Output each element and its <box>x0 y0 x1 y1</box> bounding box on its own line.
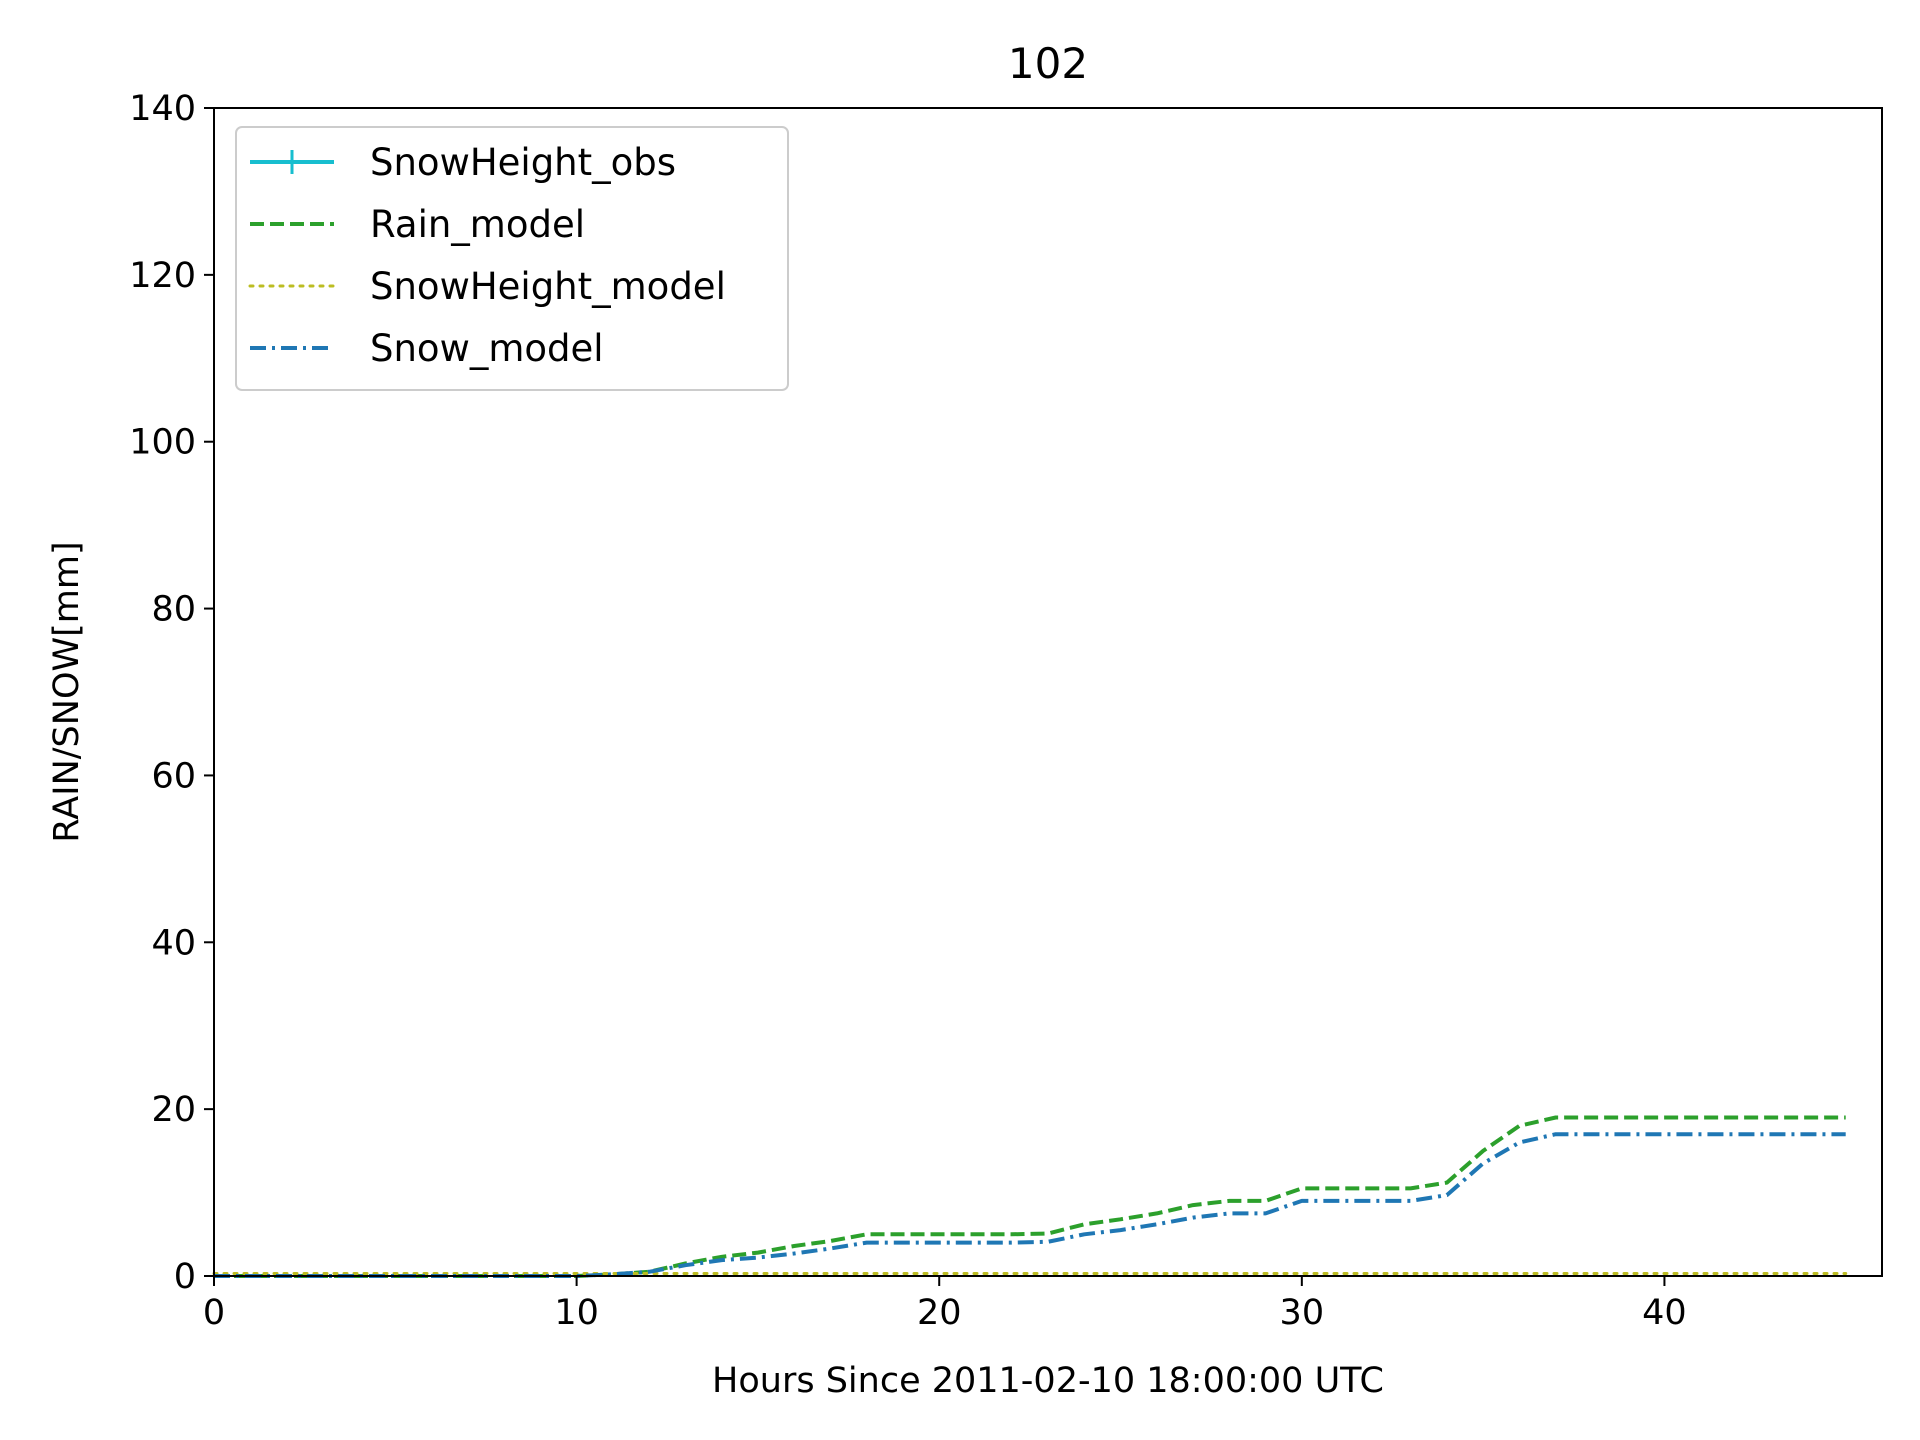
x-tick-label: 30 <box>1280 1293 1325 1333</box>
y-tick-label: 20 <box>151 1090 196 1130</box>
x-tick-label: 0 <box>203 1293 225 1333</box>
y-tick-label: 100 <box>129 423 196 463</box>
legend: SnowHeight_obs Rain_model SnowHeight_model… <box>235 126 789 391</box>
x-tick-label: 10 <box>554 1293 599 1333</box>
y-tick-label: 60 <box>151 756 196 796</box>
x-tick-label: 40 <box>1642 1293 1687 1333</box>
legend-label-snowheight-obs: SnowHeight_obs <box>370 141 676 184</box>
y-tick-label: 120 <box>129 256 196 296</box>
x-tick-label: 20 <box>917 1293 962 1333</box>
y-tick-label: 0 <box>174 1257 196 1297</box>
legend-label-snowheight-model: SnowHeight_model <box>370 265 726 308</box>
x-axis: 0 10 20 30 40 <box>203 1276 1687 1333</box>
chart-title: 102 <box>1008 39 1088 88</box>
y-axis-label: RAIN/SNOW[mm] <box>47 541 87 842</box>
plot-frame <box>213 107 1883 1277</box>
y-tick-label: 80 <box>151 590 196 630</box>
legend-label-rain-model: Rain_model <box>370 203 585 246</box>
x-axis-label: Hours Since 2011-02-10 18:00:00 UTC <box>712 1361 1384 1401</box>
y-tick-label: 140 <box>129 89 196 129</box>
y-axis: 0 20 40 60 80 100 120 140 <box>129 89 214 1297</box>
legend-box <box>235 126 789 391</box>
y-tick-label: 40 <box>151 923 196 963</box>
legend-label-snow-model: Snow_model <box>370 327 604 370</box>
